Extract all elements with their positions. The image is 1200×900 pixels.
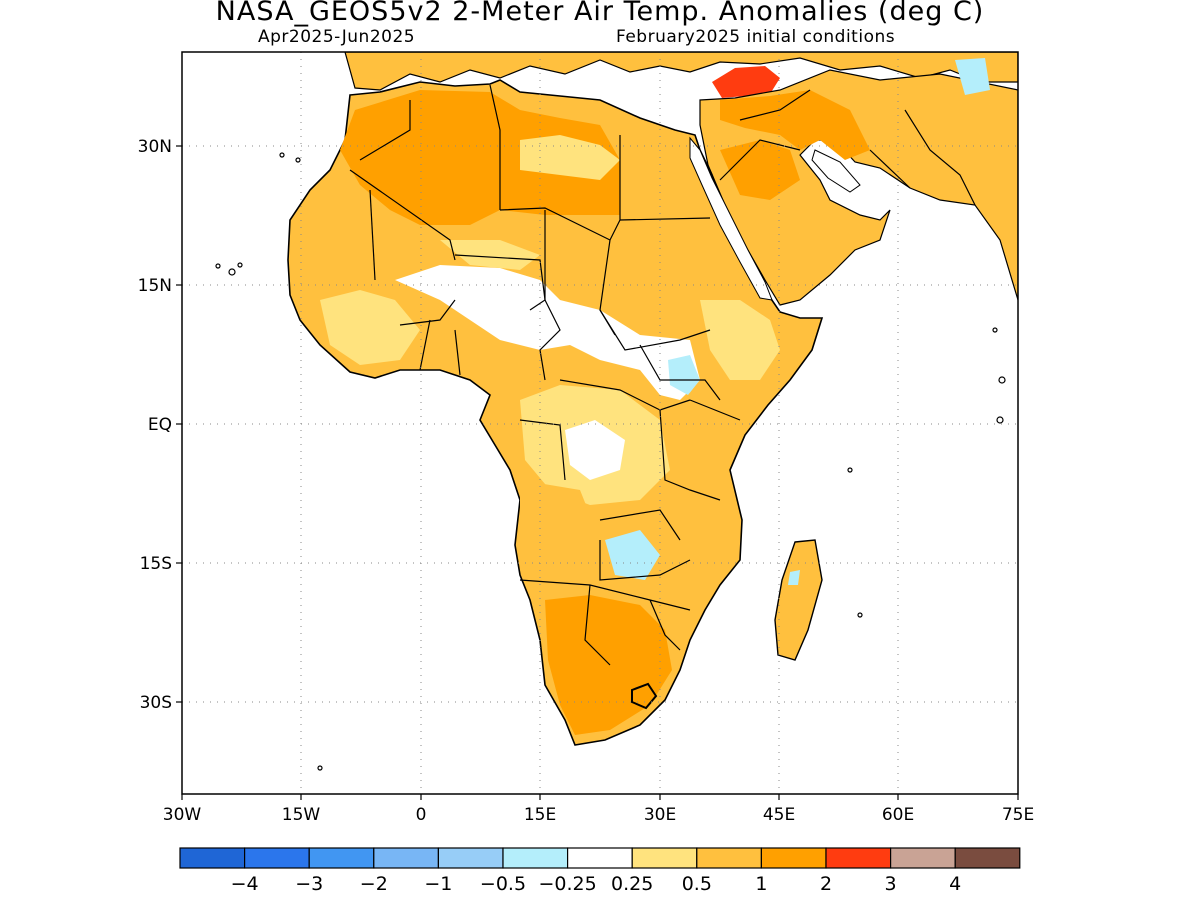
- colorbar-swatch: [566, 847, 633, 869]
- colorbar-label: −3: [295, 873, 323, 895]
- colorbar-swatch: [244, 847, 310, 869]
- europe-landmass: [344, 52, 1018, 91]
- x-tick-15e: 15E: [524, 805, 556, 825]
- chart-title: NASA_GEOS5v2 2-Meter Air Temp. Anomalies…: [215, 0, 985, 27]
- colorbar-label: −0.5: [480, 873, 526, 895]
- x-tick-0: 0: [416, 805, 427, 825]
- x-tick-60e: 60E: [882, 805, 914, 825]
- colorbar-label: −1: [424, 873, 452, 895]
- colorbar-label: 2: [820, 873, 832, 895]
- sahel-light: [440, 240, 540, 270]
- colorbar-label: 4: [949, 873, 961, 895]
- madagascar-cool: [788, 570, 800, 585]
- ethiopia-light: [700, 300, 780, 380]
- x-tick-45e: 45E: [763, 805, 795, 825]
- iraq-iran-hot: [720, 90, 870, 160]
- y-tick-15n: 15N: [138, 276, 172, 296]
- x-tick-15w: 15W: [282, 805, 321, 825]
- zambia-cool: [605, 530, 660, 580]
- colorbar-swatch: [437, 847, 504, 869]
- period-label: Apr2025-Jun2025: [258, 27, 416, 47]
- islands: [215, 152, 1006, 771]
- colorbar-swatch: [889, 847, 956, 869]
- colorbar-label: 3: [885, 873, 897, 895]
- initial-conditions-label: February2025 initial conditions: [616, 27, 896, 47]
- y-tick-marks: [176, 145, 182, 703]
- colorbar-swatch: [696, 847, 762, 869]
- congo-neutral: [565, 420, 625, 480]
- sahel-neutral: [395, 265, 700, 400]
- colorbar-swatch: [179, 847, 246, 869]
- colorbar-label: 1: [755, 873, 767, 895]
- red-sea: [689, 136, 773, 301]
- east-africa-cool: [668, 355, 700, 395]
- map-frame: [181, 51, 1019, 795]
- colorbar: −4 −3 −2 −1 −0.5 −0.25 0.25 0.5 1 2 3 4: [179, 847, 1021, 895]
- y-tick-30s: 30S: [140, 693, 172, 713]
- turkey-hotspot: [712, 66, 780, 98]
- west-africa-light: [320, 290, 420, 365]
- colorbar-label: −2: [360, 873, 388, 895]
- colorbar-swatch: [502, 847, 569, 869]
- colorbar-label: −0.25: [538, 873, 596, 895]
- mauritania-hot: [300, 200, 380, 275]
- x-tick-30w: 30W: [163, 805, 202, 825]
- south-africa-hot: [545, 595, 672, 735]
- gridlines: [182, 52, 1018, 794]
- colorbar-swatch: [954, 847, 1021, 869]
- colorbar-label: 0.25: [611, 873, 653, 895]
- colorbar-swatch: [631, 847, 698, 869]
- map-content: [182, 52, 1018, 794]
- saudi-hot: [720, 140, 800, 200]
- asia-cool-patch: [955, 58, 990, 95]
- x-tick-75e: 75E: [1002, 805, 1034, 825]
- colorbar-swatch: [825, 847, 892, 869]
- madagascar: [774, 539, 823, 661]
- colorbar-swatch: [760, 847, 827, 869]
- x-tick-marks: [181, 794, 1019, 800]
- y-tick-15s: 15S: [140, 554, 172, 574]
- country-borders: [349, 84, 976, 666]
- angola-warm: [520, 480, 600, 575]
- colorbar-label: 0.5: [682, 873, 712, 895]
- x-tick-30e: 30E: [644, 805, 676, 825]
- y-tick-eq: EQ: [148, 415, 172, 435]
- y-tick-30n: 30N: [138, 137, 172, 157]
- colorbar-swatch: [373, 847, 439, 869]
- colorbar-label: −4: [231, 873, 259, 895]
- colorbar-swatch: [308, 847, 375, 869]
- persian-gulf: [811, 149, 861, 193]
